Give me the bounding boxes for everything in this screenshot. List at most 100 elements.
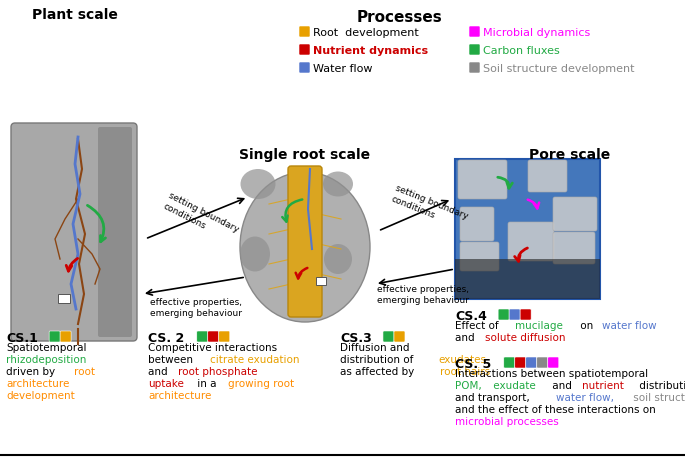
Text: Water flow: Water flow xyxy=(313,64,373,75)
Text: Effect of: Effect of xyxy=(455,320,502,330)
Text: Nutrient dynamics: Nutrient dynamics xyxy=(313,46,428,56)
Ellipse shape xyxy=(240,169,275,200)
Text: between: between xyxy=(148,354,196,364)
Text: mucilage: mucilage xyxy=(516,320,563,330)
Ellipse shape xyxy=(324,244,352,275)
Bar xyxy=(316,277,326,285)
FancyBboxPatch shape xyxy=(520,309,531,320)
FancyBboxPatch shape xyxy=(60,332,71,342)
Text: Root  development: Root development xyxy=(313,28,419,38)
FancyBboxPatch shape xyxy=(508,223,554,262)
FancyBboxPatch shape xyxy=(469,45,480,56)
FancyBboxPatch shape xyxy=(537,357,548,368)
Text: CS. 2: CS. 2 xyxy=(148,332,184,344)
Text: Diffusion and: Diffusion and xyxy=(340,342,410,352)
Text: Plant scale: Plant scale xyxy=(32,8,118,22)
FancyBboxPatch shape xyxy=(299,63,310,74)
Text: CS.3: CS.3 xyxy=(340,332,372,344)
Text: root hairs: root hairs xyxy=(440,366,490,376)
Bar xyxy=(455,259,600,300)
Text: microbial processes: microbial processes xyxy=(455,416,559,426)
FancyBboxPatch shape xyxy=(526,357,537,368)
Text: solute diffusion: solute diffusion xyxy=(484,332,565,342)
FancyBboxPatch shape xyxy=(553,232,595,264)
Text: soil structure: soil structure xyxy=(630,392,685,402)
Text: effective properties,
emerging behaviour: effective properties, emerging behaviour xyxy=(377,284,469,305)
FancyBboxPatch shape xyxy=(197,332,208,342)
FancyBboxPatch shape xyxy=(460,243,499,271)
Bar xyxy=(58,294,70,303)
Text: Microbial dynamics: Microbial dynamics xyxy=(483,28,590,38)
FancyBboxPatch shape xyxy=(509,309,520,320)
Text: distribution of: distribution of xyxy=(340,354,416,364)
Text: CS. 2: CS. 2 xyxy=(148,332,184,344)
Text: nutrient: nutrient xyxy=(582,380,624,390)
FancyBboxPatch shape xyxy=(299,27,310,38)
Text: architecture: architecture xyxy=(6,378,69,388)
Text: as affected by: as affected by xyxy=(340,366,417,376)
Text: water flow,: water flow, xyxy=(556,392,614,402)
Ellipse shape xyxy=(240,173,370,322)
Text: CS.4: CS.4 xyxy=(455,309,487,322)
FancyBboxPatch shape xyxy=(458,161,507,200)
Text: and: and xyxy=(549,380,575,390)
FancyBboxPatch shape xyxy=(553,198,597,232)
Text: root phosphate: root phosphate xyxy=(177,366,257,376)
FancyBboxPatch shape xyxy=(49,332,60,342)
FancyBboxPatch shape xyxy=(288,167,322,317)
FancyBboxPatch shape xyxy=(383,332,394,342)
Text: Interactions between spatiotemporal: Interactions between spatiotemporal xyxy=(455,368,648,378)
FancyBboxPatch shape xyxy=(514,357,526,368)
Text: CS. 5: CS. 5 xyxy=(455,357,491,370)
Text: effective properties,
emerging behaviour: effective properties, emerging behaviour xyxy=(150,297,242,318)
Text: citrate exudation: citrate exudation xyxy=(210,354,300,364)
FancyBboxPatch shape xyxy=(503,357,514,368)
Text: distribution: distribution xyxy=(636,380,685,390)
FancyBboxPatch shape xyxy=(548,357,559,368)
Text: setting boundary
conditions: setting boundary conditions xyxy=(390,184,469,232)
Ellipse shape xyxy=(240,237,270,272)
Text: CS.3: CS.3 xyxy=(340,332,372,344)
FancyBboxPatch shape xyxy=(460,207,494,242)
Text: Processes: Processes xyxy=(357,10,443,25)
Text: driven by: driven by xyxy=(6,366,58,376)
FancyBboxPatch shape xyxy=(469,27,480,38)
Text: uptake: uptake xyxy=(148,378,184,388)
Text: root: root xyxy=(73,366,95,376)
Text: in a: in a xyxy=(195,378,220,388)
Text: rhizodeposition: rhizodeposition xyxy=(6,354,86,364)
Text: Soil structure development: Soil structure development xyxy=(483,64,634,75)
FancyBboxPatch shape xyxy=(11,124,137,341)
FancyBboxPatch shape xyxy=(528,161,567,193)
Text: setting boundary
conditions: setting boundary conditions xyxy=(162,191,240,244)
Text: POM,: POM, xyxy=(455,380,482,390)
Text: Spatiotemporal: Spatiotemporal xyxy=(6,342,86,352)
Text: on: on xyxy=(577,320,597,330)
Text: Pore scale: Pore scale xyxy=(530,148,610,162)
Text: and: and xyxy=(455,332,478,342)
Text: exudate: exudate xyxy=(490,380,535,390)
Text: and the effect of these interactions on: and the effect of these interactions on xyxy=(455,404,656,414)
FancyBboxPatch shape xyxy=(394,332,405,342)
Text: Competitive interactions: Competitive interactions xyxy=(148,342,277,352)
FancyBboxPatch shape xyxy=(219,332,229,342)
Text: CS.4: CS.4 xyxy=(455,309,487,322)
FancyBboxPatch shape xyxy=(98,128,132,337)
FancyBboxPatch shape xyxy=(469,63,480,74)
Ellipse shape xyxy=(323,172,353,197)
Text: growing root: growing root xyxy=(227,378,294,388)
FancyBboxPatch shape xyxy=(498,309,509,320)
Bar xyxy=(455,160,600,300)
Text: architecture: architecture xyxy=(148,390,212,400)
Text: water flow: water flow xyxy=(602,320,657,330)
Text: Single root scale: Single root scale xyxy=(240,148,371,162)
Text: and: and xyxy=(148,366,171,376)
Text: CS. 5: CS. 5 xyxy=(455,357,491,370)
Text: CS.1: CS.1 xyxy=(6,332,38,344)
Text: Carbon fluxes: Carbon fluxes xyxy=(483,46,560,56)
Text: development: development xyxy=(6,390,75,400)
FancyBboxPatch shape xyxy=(208,332,219,342)
Text: and transport,: and transport, xyxy=(455,392,533,402)
FancyBboxPatch shape xyxy=(299,45,310,56)
Text: exudates: exudates xyxy=(439,354,487,364)
